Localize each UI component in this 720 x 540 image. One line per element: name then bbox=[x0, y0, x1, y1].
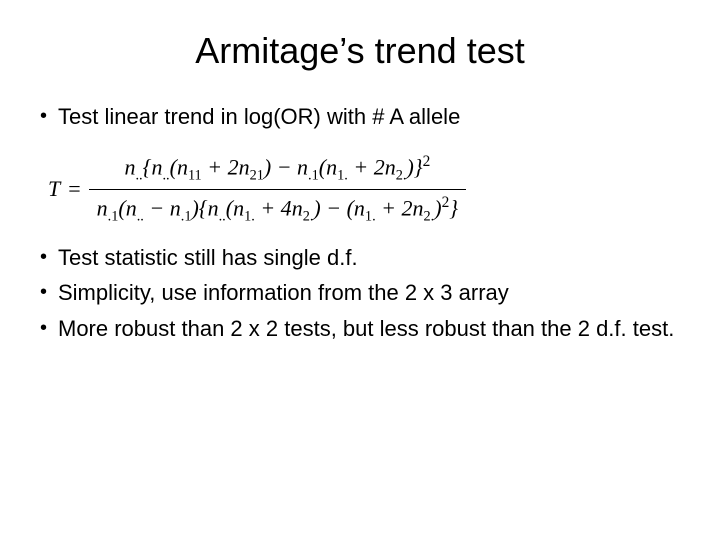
formula-fraction: n..{n..(n11 + 2n21) − n.1(n1. + 2n2.)}2 … bbox=[89, 150, 466, 229]
formula-eq: = bbox=[68, 174, 80, 204]
formula: T = n..{n..(n11 + 2n21) − n.1(n1. + 2n2.… bbox=[48, 150, 680, 229]
bullet-item: • Simplicity, use information from the 2… bbox=[40, 278, 680, 308]
bullet-text: Test statistic still has single d.f. bbox=[58, 243, 680, 273]
bullet-dot-icon: • bbox=[40, 243, 58, 271]
bullet-text: Simplicity, use information from the 2 x… bbox=[58, 278, 680, 308]
fraction-bar bbox=[89, 189, 466, 190]
bullet-text: Test linear trend in log(OR) with # A al… bbox=[58, 102, 680, 132]
formula-denominator: n.1(n.. − n.1){n..(n1. + 4n2.) − (n1. + … bbox=[89, 191, 466, 229]
bullet-text: More robust than 2 x 2 tests, but less r… bbox=[58, 314, 680, 344]
bullet-dot-icon: • bbox=[40, 278, 58, 306]
bullet-dot-icon: • bbox=[40, 314, 58, 342]
bullet-list: • Test linear trend in log(OR) with # A … bbox=[40, 102, 680, 344]
bullet-item: • More robust than 2 x 2 tests, but less… bbox=[40, 314, 680, 344]
slide-title: Armitage’s trend test bbox=[40, 30, 680, 72]
formula-numerator: n..{n..(n11 + 2n21) − n.1(n1. + 2n2.)}2 bbox=[116, 150, 438, 188]
formula-block: T = n..{n..(n11 + 2n21) − n.1(n1. + 2n2.… bbox=[48, 150, 680, 229]
bullet-dot-icon: • bbox=[40, 102, 58, 130]
slide: Armitage’s trend test • Test linear tren… bbox=[0, 0, 720, 540]
formula-lhs: T bbox=[48, 174, 60, 204]
bullet-item: • Test statistic still has single d.f. bbox=[40, 243, 680, 273]
bullet-item: • Test linear trend in log(OR) with # A … bbox=[40, 102, 680, 132]
